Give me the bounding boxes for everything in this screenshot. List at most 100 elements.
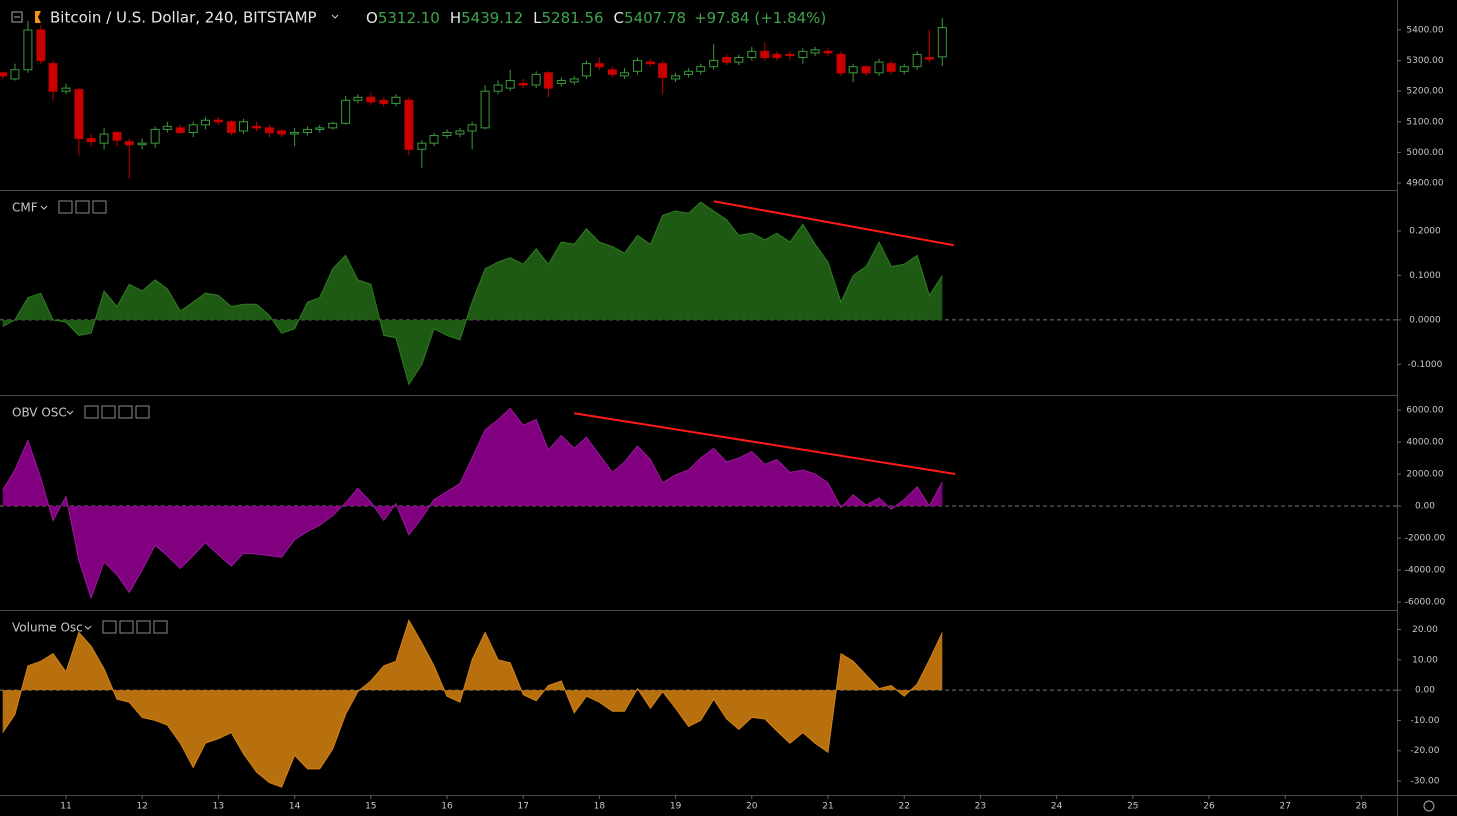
y-tick-label: -6000.00 xyxy=(1405,598,1446,608)
candle-body xyxy=(23,29,33,71)
candle-body xyxy=(531,73,541,86)
pane-buttons xyxy=(84,405,150,419)
trend-line xyxy=(574,412,956,475)
plot-area: 4900.00 5000.00 5100.00 5200.00 5300.00 5400.… xyxy=(0,18,1446,812)
area-fill xyxy=(2,408,943,598)
area-fill xyxy=(2,620,943,788)
candle-body xyxy=(124,141,134,146)
candle-body xyxy=(886,63,896,72)
y-tick-label: -20.00 xyxy=(1410,746,1439,756)
visibility-button[interactable] xyxy=(102,620,117,634)
x-tick-label: 18 xyxy=(594,802,606,812)
remove-button[interactable] xyxy=(153,620,168,634)
candle-body xyxy=(658,63,668,78)
candle-body xyxy=(417,142,427,150)
settings-button[interactable] xyxy=(75,200,90,214)
remove-button[interactable] xyxy=(135,405,150,419)
settings-button[interactable] xyxy=(119,620,134,634)
x-tick-label: 19 xyxy=(670,802,682,812)
candle-body xyxy=(684,70,694,75)
ohlc-value: 5281.56 xyxy=(542,9,604,27)
candle-body xyxy=(734,57,744,63)
settings-button[interactable] xyxy=(101,405,116,419)
x-tick-label: 12 xyxy=(136,802,147,812)
symbol-title[interactable]: Bitcoin / U.S. Dollar, 240, BITSTAMP xyxy=(50,9,317,27)
ohlc-value: 5439.12 xyxy=(461,9,523,27)
y-tick-label: 5400.00 xyxy=(1406,25,1443,35)
candle-body xyxy=(671,75,681,80)
x-tick-label: 20 xyxy=(746,802,758,812)
pane-buttons xyxy=(58,200,107,214)
candle-body xyxy=(848,66,858,74)
y-tick-label: 5000.00 xyxy=(1406,148,1443,158)
y-tick-label: 10.00 xyxy=(1412,655,1438,665)
candle-body xyxy=(594,63,604,68)
collapse-button[interactable] xyxy=(11,11,23,23)
pane-buttons xyxy=(102,620,168,634)
x-tick-label: 21 xyxy=(822,802,833,812)
source-button[interactable] xyxy=(136,620,151,634)
candle-body xyxy=(467,124,477,132)
y-tick-label: 5100.00 xyxy=(1406,117,1443,127)
candle-body xyxy=(277,130,287,135)
x-tick-label: 23 xyxy=(975,802,986,812)
candle-body xyxy=(899,66,909,72)
x-tick-label: 13 xyxy=(213,802,224,812)
dropdown-chevron[interactable] xyxy=(331,14,339,19)
candle-body xyxy=(747,50,757,59)
candle-body xyxy=(366,96,376,103)
candle-body xyxy=(455,130,465,135)
x-tick-label: 22 xyxy=(898,802,909,812)
y-tick-label: 0.1000 xyxy=(1409,271,1441,281)
price-change: +97.84 (+1.84%) xyxy=(694,9,826,27)
y-tick-label: 4900.00 xyxy=(1406,178,1443,188)
settings-gear[interactable] xyxy=(1423,800,1435,812)
candle-body xyxy=(303,128,313,133)
candle-body xyxy=(722,57,732,63)
ohlc-label: O xyxy=(366,9,378,27)
candle-body xyxy=(379,99,389,104)
pane-title[interactable]: CMF xyxy=(12,201,38,215)
candle-body xyxy=(391,96,401,104)
candle-body xyxy=(874,61,884,74)
candle-body xyxy=(328,122,338,129)
source-button[interactable] xyxy=(118,405,133,419)
visibility-button[interactable] xyxy=(58,200,73,214)
y-tick-label: -2000.00 xyxy=(1405,534,1446,544)
candle-body xyxy=(607,69,617,75)
ohlc-label: L xyxy=(533,9,542,27)
y-tick-label: 0.00 xyxy=(1415,686,1435,696)
candle-body xyxy=(556,79,566,85)
y-tick-label: -0.1000 xyxy=(1408,360,1443,370)
candle-body xyxy=(112,131,122,141)
dropdown-chevron[interactable] xyxy=(66,410,74,415)
candle-body xyxy=(213,119,223,123)
candle-body xyxy=(937,27,947,58)
y-tick-label: -4000.00 xyxy=(1405,566,1446,576)
x-tick-label: 17 xyxy=(517,802,528,812)
dropdown-chevron[interactable] xyxy=(84,625,92,630)
candle-body xyxy=(137,142,147,146)
candle-body xyxy=(696,66,706,72)
remove-button[interactable] xyxy=(92,200,107,214)
pane-title[interactable]: Volume Osc xyxy=(12,621,83,635)
candle-body xyxy=(175,127,185,133)
candle-body xyxy=(0,72,8,77)
ohlc-label: H xyxy=(450,9,461,27)
ohlc-value: 5407.78 xyxy=(624,9,686,27)
visibility-button[interactable] xyxy=(84,405,99,419)
ohlc-value: 5312.10 xyxy=(378,9,440,27)
y-tick-label: -10.00 xyxy=(1410,716,1439,726)
candle-body xyxy=(581,63,591,77)
pane-title[interactable]: OBV OSC xyxy=(12,406,67,420)
candle-body xyxy=(861,66,871,74)
candle-body xyxy=(226,121,236,133)
candle-body xyxy=(48,63,58,92)
ohlc-label: C xyxy=(614,9,624,27)
dropdown-chevron[interactable] xyxy=(40,205,48,210)
candle-body xyxy=(251,125,261,129)
x-tick-label: 26 xyxy=(1203,802,1215,812)
y-tick-label: 0.00 xyxy=(1415,502,1435,512)
y-tick-label: 5200.00 xyxy=(1406,87,1443,97)
